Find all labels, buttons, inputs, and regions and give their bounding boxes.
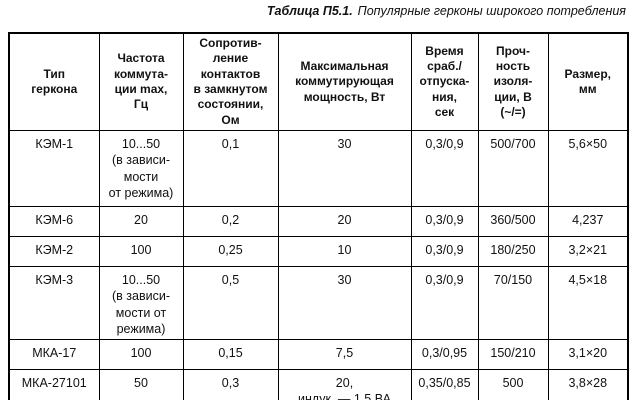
value-cell: 500 <box>477 369 549 400</box>
value-cell: 360/500 <box>477 206 549 238</box>
value-cell: 0,3/0,9 <box>410 130 479 208</box>
value-cell: 0,3/0,9 <box>410 236 479 268</box>
value-cell: 7,5 <box>277 339 412 371</box>
value-cell: 100 <box>98 339 184 371</box>
value-cell: 3,2×21 <box>547 236 629 268</box>
table-row: КЭМ-2 100 0,25 10 0,3/0,9 180/250 3,2×21 <box>8 236 629 268</box>
type-cell: КЭМ-1 <box>8 130 100 208</box>
header-row: Тип геркона Частота коммута- ции max, Гц С… <box>8 32 629 132</box>
value-cell: 30 <box>277 266 412 341</box>
value-cell: 20, индук. — 1,5 ВА <box>277 369 412 400</box>
value-cell: 10 <box>277 236 412 268</box>
value-cell: 150/210 <box>477 339 549 371</box>
table-row: МКА-27101 50 0,3 20, индук. — 1,5 ВА 0,35/0,… <box>8 369 629 400</box>
type-cell: КЭМ-2 <box>8 236 100 268</box>
value-cell: 0,2 <box>182 206 279 238</box>
value-cell: 0,3 <box>182 369 279 400</box>
table-row: КЭМ-3 10...50 (в зависи- мости от режима)… <box>8 266 629 341</box>
value-cell: 3,1×20 <box>547 339 629 371</box>
table-head: Тип геркона Частота коммута- ции max, Гц С… <box>8 32 629 132</box>
value-cell: 20 <box>277 206 412 238</box>
value-cell: 0,3/0,95 <box>410 339 479 371</box>
reed-switch-table: Тип геркона Частота коммута- ции max, Гц С… <box>8 32 629 400</box>
type-cell: МКА-27101 <box>8 369 100 400</box>
table-row: КЭМ-1 10...50 (в зависи- мости от режима)… <box>8 130 629 208</box>
value-cell: 30 <box>277 130 412 208</box>
header-cell: Проч- ность изоля- ции, В (~/=) <box>477 32 549 132</box>
value-cell: 70/150 <box>477 266 549 341</box>
header-cell: Тип геркона <box>8 32 100 132</box>
value-cell: 0,35/0,85 <box>410 369 479 400</box>
value-cell: 10...50 (в зависи- мости от режима) <box>98 266 184 341</box>
value-cell: 4,237 <box>547 206 629 238</box>
value-cell: 500/700 <box>477 130 549 208</box>
value-cell: 3,8×28 <box>547 369 629 400</box>
table-row: КЭМ-6 20 0,2 20 0,3/0,9 360/500 4,237 <box>8 206 629 238</box>
header-cell: Размер, мм <box>547 32 629 132</box>
header-cell: Максимальная коммутирующая мощность, Вт <box>277 32 412 132</box>
value-cell: 0,3/0,9 <box>410 206 479 238</box>
type-cell: КЭМ-6 <box>8 206 100 238</box>
value-cell: 0,3/0,9 <box>410 266 479 341</box>
value-cell: 100 <box>98 236 184 268</box>
value-cell: 50 <box>98 369 184 400</box>
type-cell: КЭМ-3 <box>8 266 100 341</box>
table-caption-number: Таблица П5.1. <box>266 4 353 18</box>
value-cell: 20 <box>98 206 184 238</box>
header-cell: Сопротив- ление контактов в замкнутом со… <box>182 32 279 132</box>
value-cell: 0,5 <box>182 266 279 341</box>
table-body: КЭМ-1 10...50 (в зависи- мости от режима)… <box>8 130 629 400</box>
value-cell: 5,6×50 <box>547 130 629 208</box>
table-row: МКА-17 100 0,15 7,5 0,3/0,95 150/210 3,1×20 <box>8 339 629 371</box>
type-cell: МКА-17 <box>8 339 100 371</box>
value-cell: 0,15 <box>182 339 279 371</box>
table-caption: Таблица П5.1. Популярные герконы широкого… <box>8 4 626 18</box>
value-cell: 10...50 (в зависи- мости от режима) <box>98 130 184 208</box>
header-cell: Время сраб./ отпуска- ния, сек <box>410 32 479 132</box>
value-cell: 0,25 <box>182 236 279 268</box>
value-cell: 180/250 <box>477 236 549 268</box>
table-caption-text: Популярные герконы широкого потребления <box>357 4 626 18</box>
header-cell: Частота коммута- ции max, Гц <box>98 32 184 132</box>
value-cell: 0,1 <box>182 130 279 208</box>
value-cell: 4,5×18 <box>547 266 629 341</box>
